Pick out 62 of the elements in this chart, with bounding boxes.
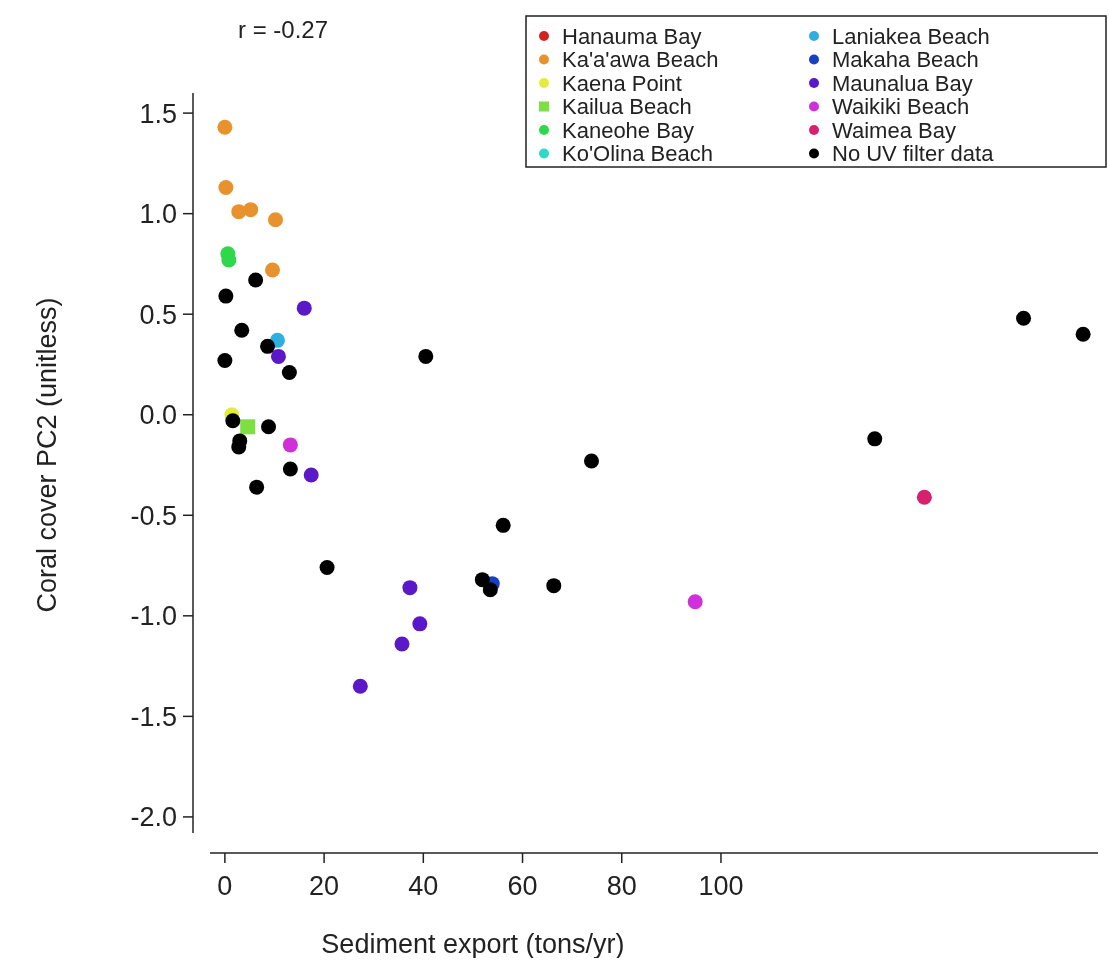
point bbox=[218, 288, 234, 304]
chart-title: r = -0.27 bbox=[238, 16, 329, 43]
point bbox=[267, 212, 283, 228]
point bbox=[243, 202, 259, 218]
point bbox=[495, 517, 511, 533]
y-tick-label: -1.0 bbox=[130, 601, 177, 632]
x-tick-label: 20 bbox=[309, 871, 340, 901]
point bbox=[240, 419, 256, 435]
x-tick-label: 40 bbox=[408, 871, 439, 901]
point bbox=[482, 582, 498, 598]
point bbox=[867, 431, 883, 447]
point bbox=[282, 437, 298, 453]
y-axis-title: Coral cover PC2 (unitless) bbox=[32, 297, 62, 613]
point bbox=[394, 636, 410, 652]
point bbox=[249, 479, 265, 495]
point bbox=[583, 453, 599, 469]
point bbox=[281, 365, 297, 381]
point bbox=[234, 322, 250, 338]
y-tick-label: -1.5 bbox=[130, 701, 177, 732]
legend-label: Maunalua Bay bbox=[832, 70, 973, 96]
point bbox=[474, 572, 490, 588]
y-tick-label: 1.0 bbox=[139, 199, 177, 230]
legend-label: Laniakea Beach bbox=[832, 23, 990, 49]
legend-label: Makaha Beach bbox=[832, 47, 979, 73]
point bbox=[225, 413, 241, 429]
point bbox=[261, 419, 277, 435]
y-tick-label: -0.5 bbox=[130, 500, 177, 531]
point bbox=[687, 594, 703, 610]
x-tick-label: 60 bbox=[507, 871, 538, 901]
point bbox=[1016, 310, 1032, 326]
x-tick-label: 100 bbox=[698, 871, 744, 901]
point bbox=[218, 180, 234, 196]
point bbox=[270, 348, 286, 364]
y-tick-label: -2.0 bbox=[130, 802, 177, 833]
point bbox=[248, 272, 264, 288]
legend-label: Kailua Beach bbox=[562, 94, 692, 120]
y-tick-label: 0.5 bbox=[139, 299, 177, 330]
point bbox=[296, 300, 312, 316]
legend-label: Kaena Point bbox=[562, 70, 682, 96]
point bbox=[303, 467, 319, 483]
point bbox=[231, 204, 247, 220]
point bbox=[418, 348, 434, 364]
point bbox=[916, 489, 932, 505]
legend-label: Waimea Bay bbox=[832, 117, 956, 143]
x-tick-label: 0 bbox=[217, 871, 233, 901]
x-tick-label: 80 bbox=[606, 871, 637, 901]
y-tick-label: 1.5 bbox=[139, 98, 177, 129]
point bbox=[1075, 326, 1091, 342]
point bbox=[412, 616, 428, 632]
point bbox=[352, 678, 368, 694]
legend-label: Kaneohe Bay bbox=[562, 117, 695, 143]
point bbox=[546, 578, 562, 594]
point bbox=[402, 580, 418, 596]
point bbox=[217, 352, 233, 368]
legend-label: Hanauma Bay bbox=[562, 23, 702, 49]
point bbox=[217, 119, 233, 135]
point bbox=[319, 560, 335, 576]
point bbox=[265, 262, 281, 278]
y-tick-label: 0.0 bbox=[139, 400, 177, 431]
point bbox=[282, 461, 298, 477]
x-axis-title: Sediment export (tons/yr) bbox=[321, 929, 625, 959]
point bbox=[260, 338, 276, 354]
